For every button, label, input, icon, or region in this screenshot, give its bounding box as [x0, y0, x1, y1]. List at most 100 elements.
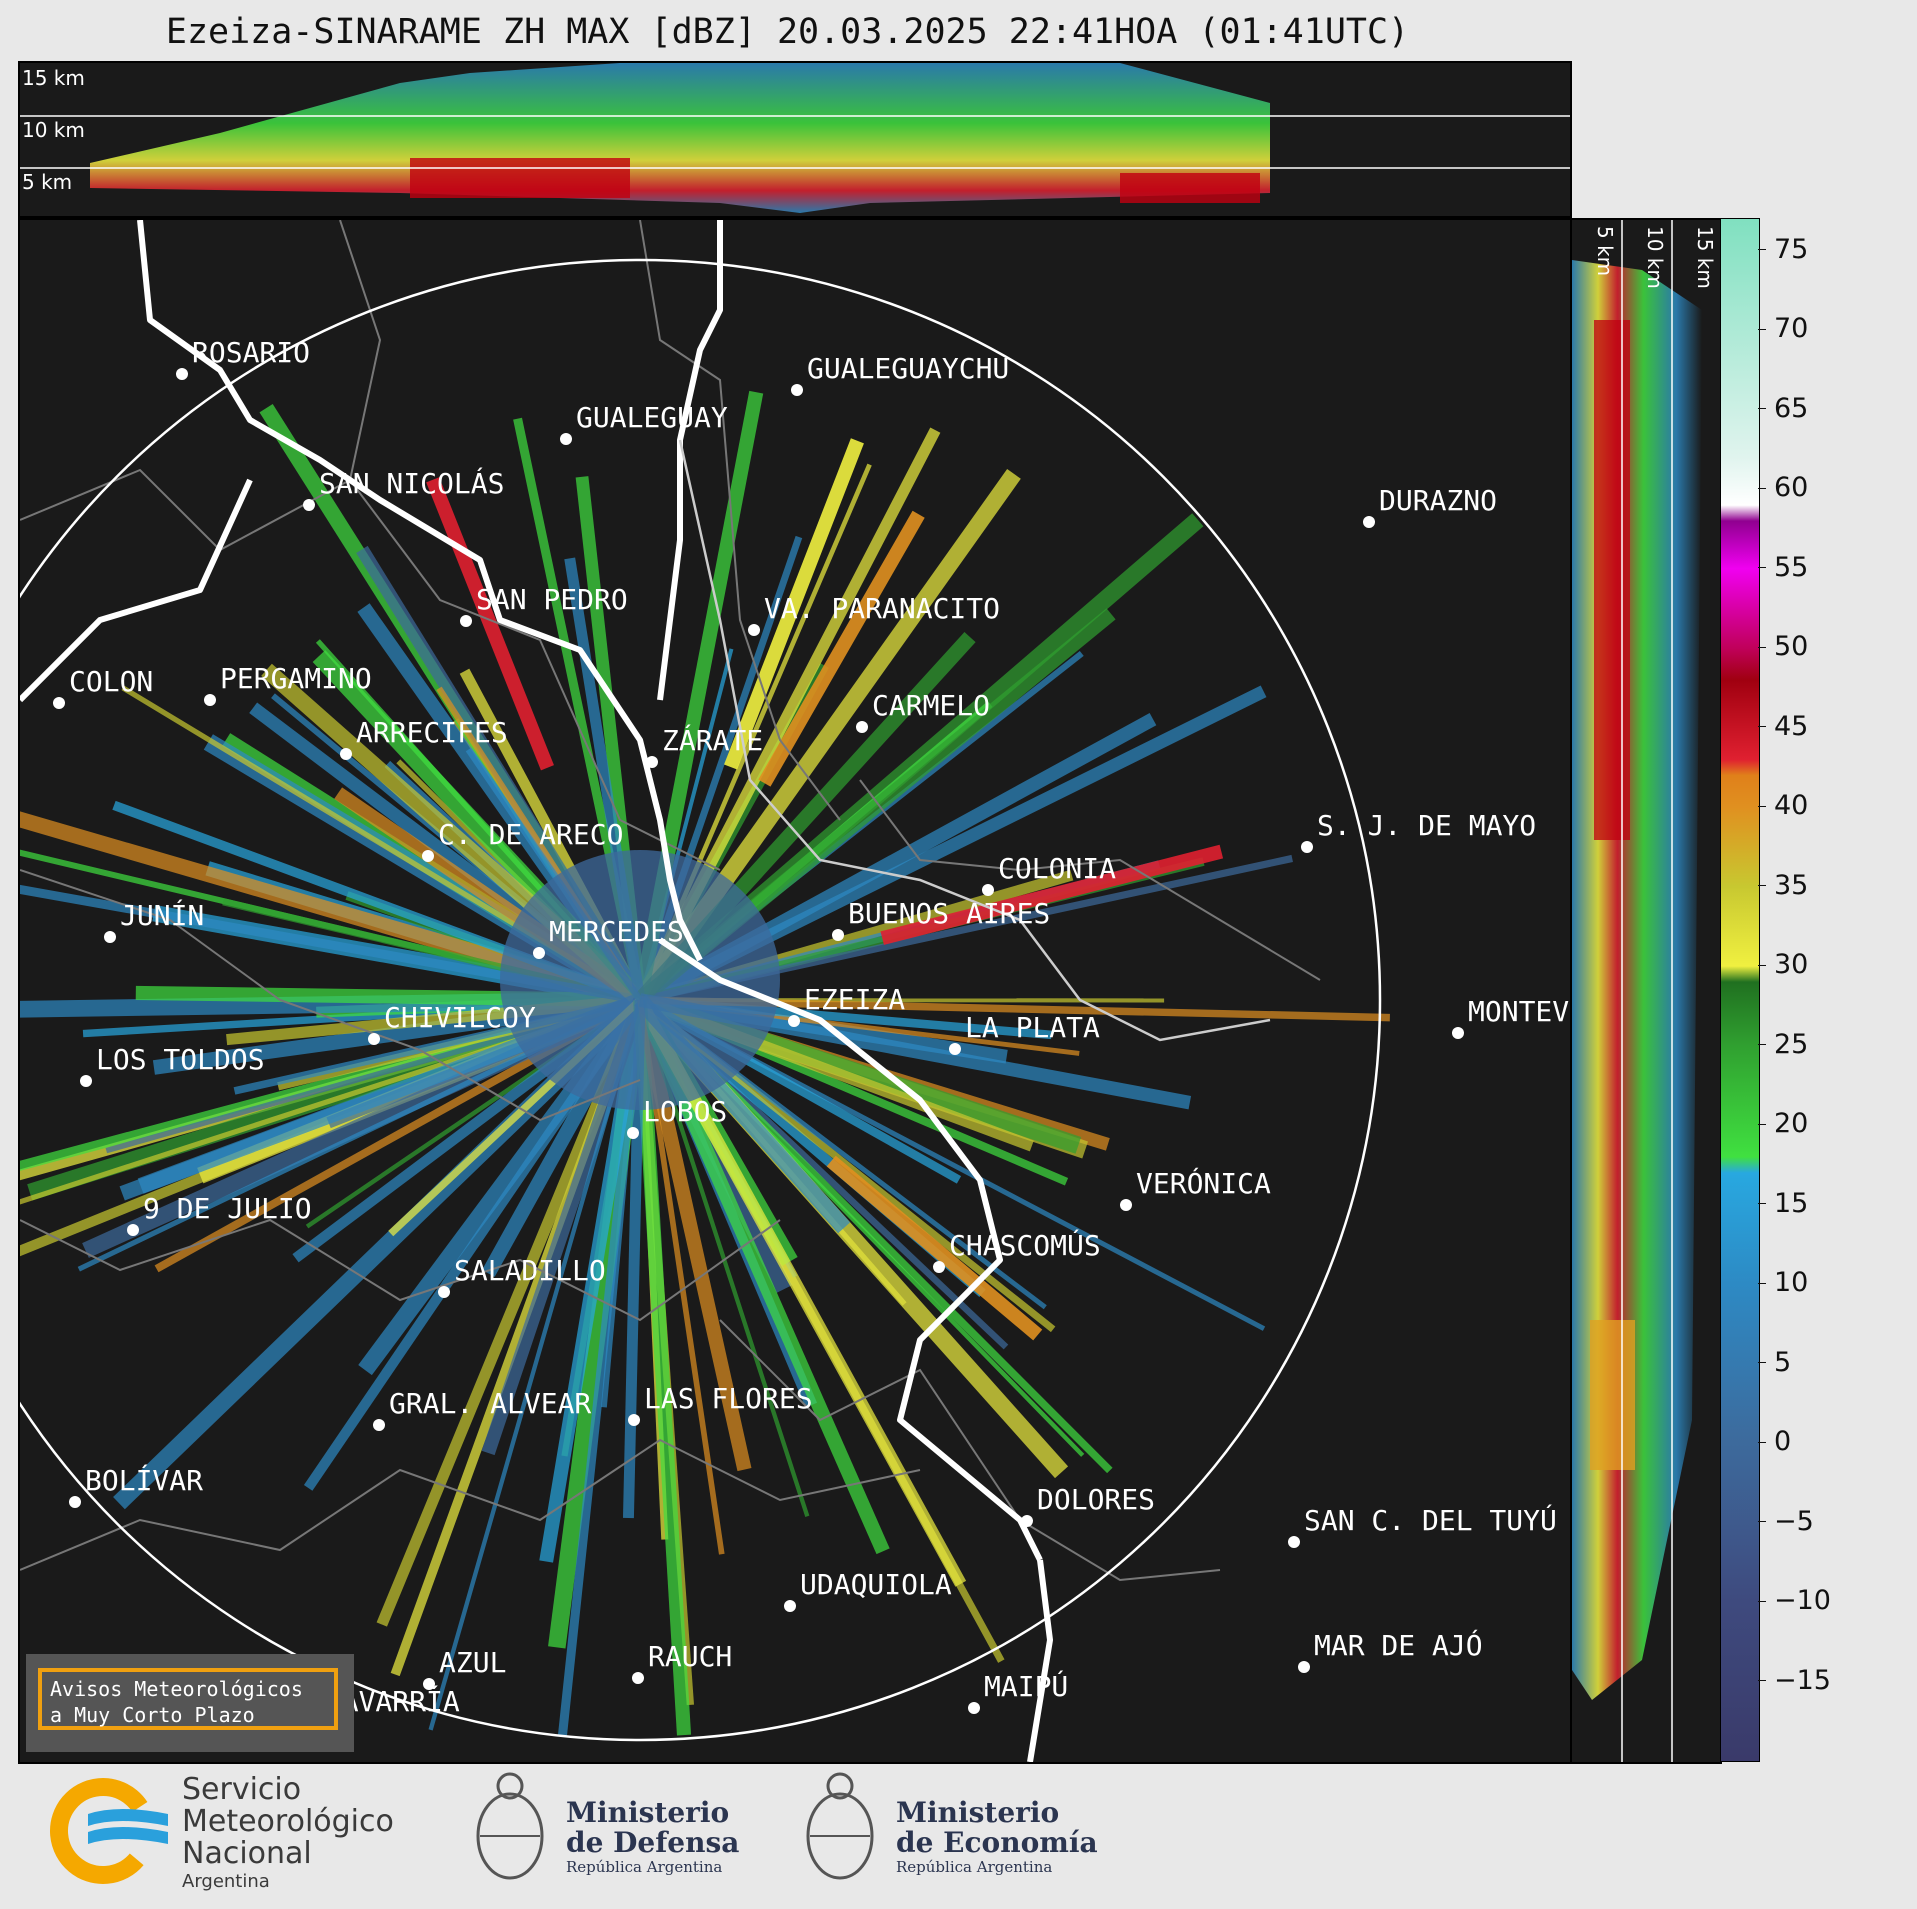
- city-label: VA. PARANACITO: [764, 592, 1000, 625]
- city-marker: [53, 697, 65, 709]
- strong-reflectivity-ray: [826, 1155, 1043, 1341]
- city-label: COLONIA: [998, 852, 1116, 885]
- city-marker: [632, 1672, 644, 1684]
- city-label: ZÁRATE: [662, 723, 763, 757]
- city-label: MERCEDES: [549, 915, 684, 948]
- city-label: SAN PEDRO: [476, 583, 628, 616]
- city-marker: [104, 931, 116, 943]
- reflectivity-ray: [376, 997, 646, 1627]
- city-marker: [856, 721, 868, 733]
- side-strong-core: [1594, 320, 1630, 840]
- notice-line-2: a Muy Corto Plazo: [50, 1703, 255, 1727]
- strong-reflectivity-ray: [880, 844, 1224, 945]
- city-label: LA PLATA: [965, 1011, 1100, 1044]
- side-height-5km: 5 km: [1593, 226, 1617, 276]
- city-marker: [1021, 1515, 1033, 1527]
- alert-notice-box[interactable]: Avisos Meteorológicos a Muy Corto Plazo: [38, 1668, 338, 1730]
- colorbar-tick-label: 40: [1757, 790, 1808, 821]
- city-marker: [968, 1702, 980, 1714]
- height-label-10km: 10 km: [22, 118, 85, 142]
- city-label: VERÓNICA: [1136, 1166, 1271, 1200]
- side-height-15km: 15 km: [1693, 226, 1717, 289]
- map-title: Ezeiza-SINARAME ZH MAX [dBZ] 20.03.2025 …: [165, 12, 1410, 52]
- reflectivity-ray: [428, 999, 643, 1731]
- city-marker: [373, 1419, 385, 1431]
- city-marker: [1363, 516, 1375, 528]
- city-label: GUALEGUAY: [576, 401, 728, 434]
- colorbar-tick-label: 70: [1757, 313, 1808, 344]
- city-label: CARMELO: [872, 689, 990, 722]
- colorbar-tick-label: −5: [1758, 1506, 1814, 1537]
- city-label: PERGAMINO: [220, 662, 372, 695]
- top-cross-section-panel: 15 km 10 km 5 km: [18, 61, 1572, 218]
- city-marker: [1120, 1199, 1132, 1211]
- city-marker: [784, 1600, 796, 1612]
- city-marker: [933, 1261, 945, 1273]
- city-label: COLON: [69, 665, 153, 698]
- colorbar-tick-label: −10: [1758, 1585, 1831, 1616]
- city-label: C. DE ARECO: [438, 818, 623, 851]
- city-label: AZUL: [439, 1646, 506, 1679]
- city-marker: [80, 1075, 92, 1087]
- city-label: DURAZNO: [1379, 484, 1497, 517]
- city-label: CHIVILCOY: [384, 1001, 536, 1034]
- city-marker: [788, 1015, 800, 1027]
- uruguay-coast: [678, 439, 1271, 1042]
- city-label: JUNÍN: [120, 898, 204, 932]
- city-markers: ROSARIO GUALEGUAYCHU GUALEGUAY SAN NICOLÁS D…: [53, 336, 1570, 1729]
- near-radar-clutter: [500, 850, 780, 1110]
- economia-coat-of-arms-icon: [806, 1772, 874, 1880]
- height-label-15km: 15 km: [22, 66, 85, 90]
- city-marker: [69, 1496, 81, 1508]
- side-echo-reflectivity: [1572, 260, 1702, 1700]
- city-label: LOS TOLDOS: [96, 1043, 265, 1076]
- colorbar-tick-label: 0: [1757, 1426, 1791, 1457]
- city-label: SAN C. DEL TUYÚ: [1304, 1503, 1557, 1537]
- city-label: BOLÍVAR: [85, 1463, 203, 1497]
- city-label: ARRECIFES: [356, 716, 508, 749]
- city-marker: [438, 1286, 450, 1298]
- city-marker: [1288, 1536, 1300, 1548]
- smn-logo-icon: [50, 1778, 168, 1884]
- colorbar-tick-label: 10: [1757, 1267, 1808, 1298]
- city-marker: [748, 624, 760, 636]
- radar-map-panel[interactable]: ROSARIO GUALEGUAYCHU GUALEGUAY SAN NICOLÁS D…: [18, 218, 1572, 1764]
- colorbar-tick-label: −15: [1758, 1665, 1831, 1696]
- strong-reflectivity-ray: [758, 510, 925, 787]
- city-label: MAIPÚ: [984, 1669, 1068, 1703]
- city-label: MONTEVIDEO: [1468, 995, 1570, 1028]
- echo-top-reflectivity: [90, 63, 1270, 213]
- city-marker: [422, 850, 434, 862]
- city-marker: [646, 756, 658, 768]
- city-label: SAN NICOLÁS: [319, 466, 504, 500]
- city-label: ROSARIO: [192, 336, 310, 369]
- reflectivity-ray: [632, 999, 692, 1736]
- city-label: LOBOS: [643, 1095, 727, 1128]
- city-label: 9 DE JULIO: [143, 1192, 312, 1225]
- side-height-10km: 10 km: [1643, 226, 1667, 289]
- top-cross-section-plot: 15 km 10 km 5 km: [20, 63, 1570, 213]
- city-label: CHASCOMÚS: [949, 1228, 1101, 1262]
- radar-range-ring: [20, 258, 1382, 1742]
- colorbar-tick-label: 20: [1757, 1108, 1808, 1139]
- colorbar-tick-label: 65: [1757, 393, 1808, 424]
- economia-logo-text: Ministerio de Economía República Argenti…: [896, 1796, 1098, 1877]
- strong-core-right: [1120, 173, 1260, 203]
- colorbar-tick-label: 60: [1757, 472, 1808, 503]
- city-label: S. J. DE MAYO: [1317, 809, 1536, 842]
- strong-core-left: [410, 158, 630, 198]
- city-marker: [560, 433, 572, 445]
- province-borders: [20, 220, 1321, 1582]
- colorbar-tick-label: 50: [1757, 631, 1808, 662]
- side-cross-section-panel: 5 km 10 km 15 km: [1570, 218, 1722, 1764]
- city-label: SALADILLO: [454, 1254, 606, 1287]
- colorbar-tick-label: 25: [1757, 1029, 1808, 1060]
- city-marker: [1301, 841, 1313, 853]
- alert-notice[interactable]: Avisos Meteorológicos a Muy Corto Plazo: [26, 1654, 354, 1752]
- defensa-coat-of-arms-icon: [476, 1772, 544, 1880]
- colorbar-tick-label: 35: [1757, 870, 1808, 901]
- defensa-logo-text: Ministerio de Defensa República Argentin…: [566, 1796, 740, 1877]
- city-marker: [340, 748, 352, 760]
- colorbar-tick-label: 45: [1757, 711, 1808, 742]
- radar-map: ROSARIO GUALEGUAYCHU GUALEGUAY SAN NICOLÁS D…: [20, 220, 1570, 1762]
